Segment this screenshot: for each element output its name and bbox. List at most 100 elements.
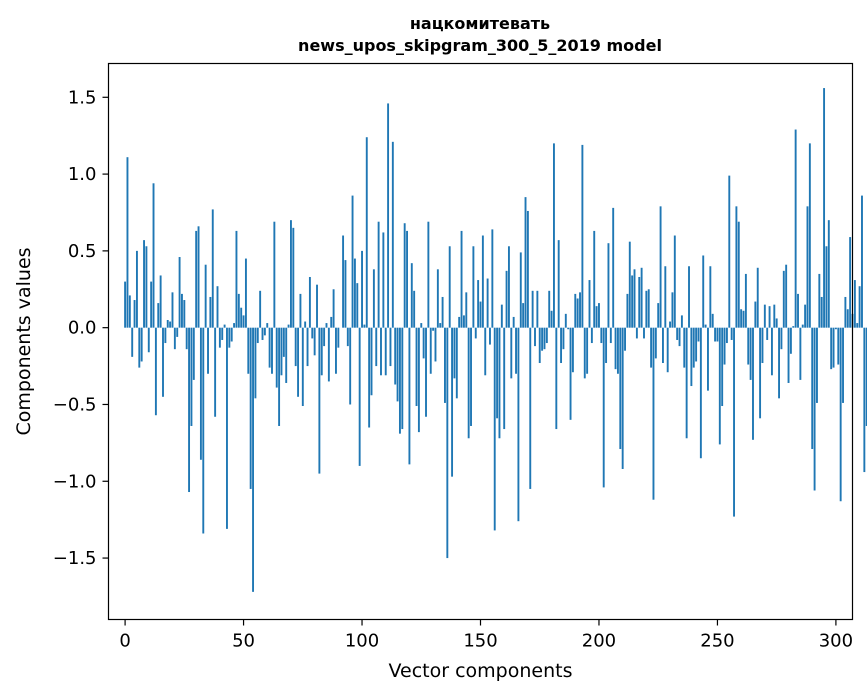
bar-278 [782, 270, 785, 328]
bar-98 [356, 283, 359, 328]
bar-70 [290, 220, 292, 328]
bar-231 [671, 292, 674, 328]
bar-308 [853, 280, 856, 328]
bar-241 [695, 327, 698, 362]
bar-277 [780, 327, 783, 350]
bar-59 [263, 327, 266, 336]
bar-2 [128, 295, 131, 328]
bar-220 [645, 290, 648, 328]
bar-145 [467, 327, 470, 439]
bar-122 [413, 290, 416, 328]
bar-90 [337, 327, 340, 348]
bar-157 [496, 327, 499, 419]
y-tick-label: 1.0 [68, 164, 97, 185]
bar-225 [657, 303, 660, 328]
bar-74 [299, 293, 302, 328]
bar-254 [725, 327, 728, 344]
bar-242 [697, 327, 700, 342]
bar-267 [756, 267, 759, 328]
bar-276 [778, 327, 780, 399]
bar-52 [247, 327, 250, 374]
bar-40 [218, 327, 221, 348]
bar-26 [185, 327, 188, 350]
bar-258 [735, 206, 738, 328]
bar-76 [304, 321, 307, 328]
x-tick-label: 150 [463, 631, 497, 652]
bar-133 [439, 323, 442, 328]
bar-300 [834, 327, 837, 330]
bar-250 [716, 327, 719, 342]
bar-305 [846, 309, 849, 328]
bar-108 [380, 327, 382, 376]
bar-37 [211, 209, 214, 328]
bar-205 [609, 327, 612, 344]
bar-311 [861, 195, 863, 328]
bar-21 [173, 327, 176, 350]
y-tick-label: 0.0 [68, 318, 97, 339]
bar-8 [143, 240, 145, 328]
bar-28 [190, 327, 193, 426]
bar-139 [453, 327, 456, 379]
bar-100 [361, 250, 363, 328]
bar-297 [827, 220, 830, 328]
bar-281 [789, 327, 792, 354]
bar-93 [344, 260, 347, 328]
bar-155 [491, 229, 494, 328]
bar-199 [595, 306, 598, 328]
bar-271 [766, 327, 769, 340]
x-axis-label: Vector components [389, 660, 573, 682]
chart-title-line-1: нацкомитевать [410, 14, 550, 33]
bar-179 [548, 290, 551, 328]
bar-101 [363, 324, 366, 328]
bar-20 [171, 292, 174, 328]
bar-131 [434, 327, 437, 362]
bar-257 [733, 327, 735, 517]
bar-109 [382, 232, 385, 328]
x-tick-label: 100 [345, 631, 379, 652]
x-tick-label: 0 [119, 631, 130, 652]
bar-169 [524, 197, 527, 328]
bar-58 [261, 327, 264, 340]
bar-187 [567, 327, 570, 330]
bar-197 [590, 327, 593, 344]
bar-112 [389, 327, 392, 367]
bar-221 [647, 289, 650, 328]
bar-222 [650, 327, 653, 368]
x-axis-ticks: 0 50 100 150 200 250 300 [119, 619, 853, 652]
bar-233 [676, 327, 679, 340]
bar-210 [621, 327, 624, 469]
bar-series [124, 88, 867, 592]
bar-141 [458, 316, 461, 328]
bar-96 [351, 195, 354, 328]
bar-80 [313, 327, 316, 356]
bar-207 [614, 327, 617, 370]
bar-39 [216, 286, 219, 328]
bar-94 [346, 327, 349, 347]
bar-191 [576, 298, 579, 328]
bar-175 [538, 327, 541, 364]
bar-81 [316, 284, 318, 328]
bar-110 [384, 327, 387, 376]
bar-269 [761, 327, 764, 364]
bar-164 [512, 316, 515, 328]
bar-174 [536, 290, 539, 328]
bar-29 [192, 327, 195, 380]
bar-97 [353, 258, 356, 328]
bar-285 [799, 327, 802, 380]
bar-240 [692, 327, 695, 368]
bar-140 [455, 327, 458, 399]
bar-183 [557, 240, 560, 328]
bar-178 [545, 327, 548, 344]
bar-224 [654, 327, 657, 359]
bar-280 [787, 327, 790, 383]
bar-234 [678, 327, 681, 347]
bar-32 [199, 327, 202, 460]
bar-214 [631, 275, 634, 328]
bar-294 [820, 296, 823, 328]
bar-196 [588, 280, 591, 328]
bar-102 [365, 137, 368, 328]
bar-50 [242, 315, 245, 328]
bar-200 [598, 303, 600, 328]
bar-211 [624, 327, 626, 351]
plot-frame [107, 62, 854, 621]
